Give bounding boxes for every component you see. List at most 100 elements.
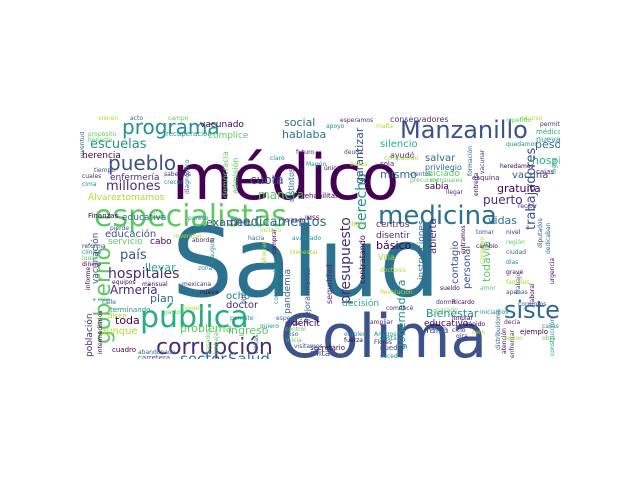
word-abordar: abordar <box>192 237 216 244</box>
word-salvar: salvar <box>425 153 456 164</box>
word-revolucion: Revolución <box>380 289 413 296</box>
word-laboral: laboral <box>529 283 536 304</box>
word-equipos: equipos <box>112 279 136 286</box>
word-ampliar: ampliar <box>370 319 393 326</box>
word-juventud: juventud <box>80 131 86 159</box>
word-zona: zona <box>198 265 213 272</box>
word-cuadro: cuadro <box>112 346 136 354</box>
word-cientos: cientos <box>410 171 432 178</box>
word-manzanillo: Manzanillo <box>400 116 528 144</box>
word-toda: toda <box>115 314 140 327</box>
word-tiempo: tiempo <box>94 167 115 174</box>
word-sola: sola <box>380 160 394 168</box>
word-imss: IMSS <box>305 215 320 222</box>
word-programa: programa <box>122 115 220 139</box>
word-gobernadora: gobernadora <box>395 280 408 350</box>
word-distintos: distintos <box>287 168 296 202</box>
word-silencio: silencio <box>380 139 418 150</box>
word-deficit: déficit <box>292 318 320 329</box>
word-pasados: pasados <box>205 329 212 354</box>
word-proposito: propósito <box>88 131 116 138</box>
word-finanzas: Finanzas <box>88 212 119 220</box>
word-familias: familias <box>506 279 529 286</box>
word-alvarez: Álvarez <box>88 191 122 203</box>
word-medicina: medicina <box>378 201 497 231</box>
word-armeria: Armería <box>110 283 158 297</box>
word-iniciamos: iniciamos <box>480 309 508 316</box>
word-pueblo: pueblo <box>108 151 176 175</box>
word-quiero: quiero <box>260 323 279 330</box>
word-apenas: apenas <box>506 289 528 296</box>
word-educacion: educación <box>105 228 156 240</box>
word-permite: permite <box>230 315 254 322</box>
word-apoyo: apoyo <box>326 123 345 130</box>
word-mensual: mensual <box>142 281 168 288</box>
word-formacion: formación <box>467 146 474 176</box>
word-mismo: mismo <box>380 168 417 181</box>
word-rehabilitar: rehabilitar <box>302 192 338 200</box>
word-visitas: visitas <box>253 335 260 354</box>
word-secretario: secretario <box>310 344 345 352</box>
word-abandonada: abandonada <box>138 349 176 356</box>
word-dias: días <box>506 259 518 266</box>
word-vienen: vienen <box>98 115 118 122</box>
word-mexicana: mexicana <box>182 281 211 288</box>
word-avanzado: avanzado <box>292 235 321 242</box>
word-todavia: todavía <box>480 241 493 282</box>
word-sector: sector <box>180 350 227 359</box>
word-derecho: derecho <box>354 173 370 230</box>
word-pierde: pierde <box>110 225 129 232</box>
word-llegar: llegar <box>446 189 464 196</box>
word-gusta: gusta <box>380 335 397 342</box>
word-dinero: dinero <box>82 261 101 268</box>
word-vidas: vidas <box>488 214 517 227</box>
word-actuar: actuar <box>425 325 445 332</box>
word-basico: básico <box>376 239 412 252</box>
word-urgencia: urgencia <box>549 258 556 284</box>
word-duda: duda <box>285 320 300 327</box>
word-salud-small: Salud <box>228 350 270 359</box>
word-comence: comencé <box>386 305 414 312</box>
word-especialistas: especialistas <box>94 199 287 234</box>
word-gira: gira <box>456 333 468 340</box>
word-atencion: atención <box>501 328 508 354</box>
word-trabajo: trabajo <box>515 272 522 294</box>
word-esperamos: esperamos <box>340 117 373 124</box>
word-terminando: terminando <box>110 306 150 314</box>
word-corruptos: corruptos <box>518 301 547 308</box>
word-publica: pública <box>140 300 249 335</box>
word-mejoramiento: mejoramiento <box>303 268 312 324</box>
word-amor: amor <box>480 285 496 292</box>
word-compartido: compartido <box>384 155 419 162</box>
word-privilegio: privilegio <box>425 163 462 172</box>
word-recurso: recurso <box>520 115 543 122</box>
word-recibir: recibir <box>518 203 537 210</box>
word-recuperacion: recuperación <box>166 130 212 138</box>
word-gratuita: gratuita <box>497 182 541 195</box>
word-decision: decisión <box>342 298 379 309</box>
word-permitir: permitir <box>540 121 560 128</box>
word-deuda: deuda <box>344 149 363 156</box>
word-hospitales: hospitales <box>108 266 179 282</box>
word-ahorrar: ahorrar <box>261 241 268 264</box>
word-medica: médica <box>536 128 560 136</box>
word-conservadores: conservadores <box>390 115 449 124</box>
word-diputados: diputados <box>537 218 544 248</box>
word-parece: parece <box>188 215 209 222</box>
word-medicamentos: medicamentos <box>230 215 327 230</box>
word-vacunacion: vacunación <box>90 233 101 284</box>
word-fuerza: fuerza <box>344 337 363 344</box>
word-creado: creado <box>285 217 306 224</box>
word-enfrentar: enfrentar <box>509 330 516 358</box>
word-herencia: herencia <box>82 151 121 161</box>
word-cabo: cabo <box>150 237 172 247</box>
word-ocho: ocho <box>226 291 250 302</box>
word-entrega: entrega <box>473 172 480 196</box>
word-entramos: entramos <box>460 225 467 254</box>
word-comprar: comprar <box>271 228 278 254</box>
word-nivel: nivel <box>506 229 521 236</box>
word-democracia: democracia <box>221 151 230 198</box>
word-magon: Magón <box>306 161 326 168</box>
word-cima: cima <box>82 181 97 188</box>
